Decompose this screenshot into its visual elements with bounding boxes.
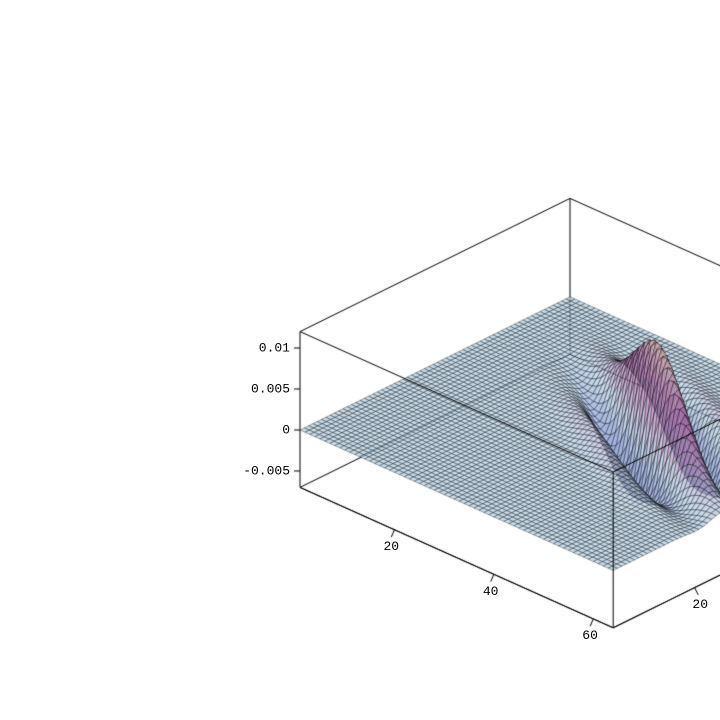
tick-label-y-20: 20 (692, 597, 708, 612)
tick-label-z--0.005: -0.005 (243, 464, 290, 479)
tick-label-z-0: 0 (282, 423, 290, 438)
surface-3d-chart: -0.00500.0050.01204060204060 (0, 0, 720, 720)
tick-label-z-0.01: 0.01 (259, 341, 290, 356)
tick-label-x-20: 20 (383, 539, 399, 554)
tick-label-x-40: 40 (483, 584, 499, 599)
tick-label-x-60: 60 (582, 628, 598, 643)
surface-canvas (0, 0, 720, 720)
tick-label-z-0.005: 0.005 (251, 382, 290, 397)
